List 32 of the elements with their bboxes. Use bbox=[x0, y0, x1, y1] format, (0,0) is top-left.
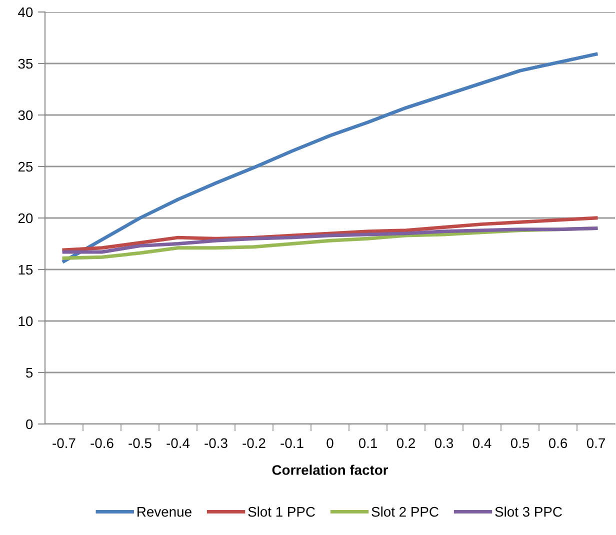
legend-label: Slot 2 PPC bbox=[372, 506, 438, 517]
x-tick-label: 0.5 bbox=[510, 438, 530, 448]
x-tick-label: 0.6 bbox=[548, 438, 568, 448]
x-tick-label: 0.2 bbox=[396, 438, 415, 448]
x-tick-label: -0.1 bbox=[280, 438, 304, 448]
y-tick-label: 10 bbox=[18, 316, 33, 326]
y-tick-label: 5 bbox=[26, 368, 33, 378]
y-tick-label: 0 bbox=[26, 419, 33, 430]
x-tick-label: -0.2 bbox=[242, 438, 266, 448]
x-tick-label: -0.6 bbox=[90, 438, 114, 448]
line-series bbox=[62, 52, 598, 263]
y-tick-label: 35 bbox=[18, 58, 33, 69]
x-axis-title: Correlation factor bbox=[272, 464, 388, 475]
x-tick-label: 0 bbox=[326, 438, 334, 448]
x-tick-label: -0.4 bbox=[166, 438, 190, 448]
x-tick-label: -0.5 bbox=[128, 438, 152, 448]
legend-label: Slot 3 PPC bbox=[495, 506, 562, 517]
y-tick-label: 40 bbox=[18, 7, 33, 18]
legend-label: Slot 1 PPC bbox=[248, 506, 315, 517]
x-tick-label: 0.7 bbox=[586, 438, 605, 448]
line-series bbox=[62, 216, 598, 252]
y-tick-label: 25 bbox=[18, 162, 33, 172]
x-tick-label: -0.3 bbox=[204, 438, 228, 448]
x-tick-label: 0.3 bbox=[434, 438, 454, 448]
legend-label: Revenue bbox=[138, 507, 192, 517]
x-tick-label: 0.4 bbox=[472, 438, 492, 448]
y-tick-label: 20 bbox=[18, 213, 33, 224]
x-tick-label: -0.7 bbox=[52, 438, 76, 448]
y-tick-label: 15 bbox=[18, 264, 33, 275]
y-tick-label: 30 bbox=[18, 110, 33, 120]
line-series bbox=[62, 226, 598, 254]
x-tick-label: 0.1 bbox=[358, 438, 377, 448]
